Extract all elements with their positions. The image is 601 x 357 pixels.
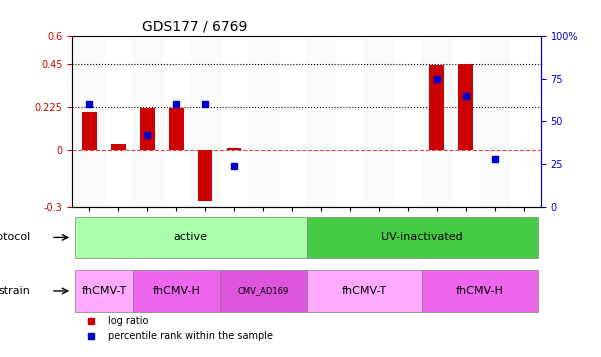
FancyBboxPatch shape	[307, 270, 423, 312]
Text: fhCMV-H: fhCMV-H	[456, 286, 504, 296]
FancyBboxPatch shape	[423, 270, 538, 312]
FancyBboxPatch shape	[307, 216, 538, 258]
Text: CMV_AD169: CMV_AD169	[237, 286, 288, 296]
FancyBboxPatch shape	[75, 216, 307, 258]
Bar	[82, 112, 97, 150]
Text: fhCMV-H: fhCMV-H	[153, 286, 200, 296]
Text: GDS177 / 6769: GDS177 / 6769	[142, 19, 248, 33]
Bar	[227, 148, 242, 150]
FancyBboxPatch shape	[220, 270, 307, 312]
Bar	[249, 36, 278, 207]
Bar	[307, 36, 335, 207]
Text: fhCMV-T: fhCMV-T	[81, 286, 127, 296]
Bar	[198, 150, 213, 201]
Bar	[430, 65, 444, 150]
FancyBboxPatch shape	[133, 270, 220, 312]
Text: protocol: protocol	[0, 232, 30, 242]
Text: strain: strain	[0, 286, 30, 296]
Bar	[364, 36, 393, 207]
Bar	[111, 144, 126, 150]
Legend: log ratio, percentile rank within the sample: log ratio, percentile rank within the sa…	[77, 312, 277, 345]
Bar	[133, 36, 162, 207]
Text: UV-inactivated: UV-inactivated	[382, 232, 463, 242]
Bar	[75, 36, 104, 207]
Bar	[459, 64, 473, 150]
FancyBboxPatch shape	[75, 270, 133, 312]
Text: active: active	[174, 232, 208, 242]
Bar	[140, 108, 154, 150]
Bar	[423, 36, 451, 207]
Bar	[191, 36, 220, 207]
Text: fhCMV-T: fhCMV-T	[342, 286, 387, 296]
Bar	[169, 108, 183, 150]
Bar	[480, 36, 509, 207]
